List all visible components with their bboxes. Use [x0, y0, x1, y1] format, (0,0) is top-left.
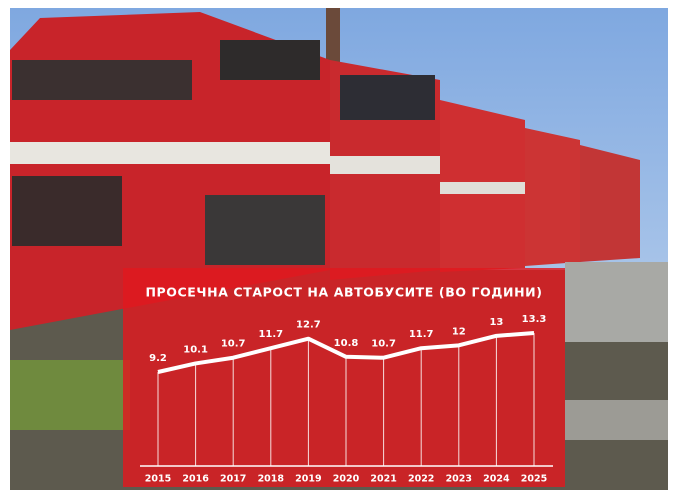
chart-title: ПРОСЕЧНА СТАРОСТ НА АВТОБУСИТЕ (ВО ГОДИН… — [145, 285, 542, 300]
x-tick-label: 2024 — [483, 474, 510, 485]
x-tick-label: 2018 — [258, 474, 285, 485]
x-tick-label: 2023 — [446, 474, 472, 485]
x-tick-label: 2022 — [408, 474, 434, 485]
value-label: 12 — [452, 326, 466, 337]
value-label: 12.7 — [296, 320, 321, 331]
data-line — [157, 331, 535, 374]
value-label: 10.8 — [334, 338, 359, 349]
value-label: 10.1 — [183, 344, 208, 355]
x-tick-label: 2021 — [370, 474, 396, 485]
value-label: 11.7 — [258, 329, 283, 340]
x-tick-label: 2017 — [220, 474, 246, 485]
value-label: 10.7 — [221, 339, 246, 350]
value-label: 10.7 — [371, 339, 396, 350]
x-tick-label: 2019 — [295, 474, 321, 485]
chart-panel — [123, 268, 565, 487]
x-tick-label: 2025 — [521, 474, 547, 485]
x-tick-label: 2020 — [333, 474, 360, 485]
value-label: 11.7 — [409, 329, 434, 340]
value-label: 13.3 — [522, 314, 547, 325]
x-tick-label: 2015 — [145, 474, 171, 485]
value-label: 13 — [489, 317, 503, 328]
plot: 9.2 2015 10.1 2016 10.7 2017 11.7 2018 12.7 2019 1… — [145, 314, 547, 485]
x-tick-label: 2016 — [182, 474, 209, 485]
value-label: 9.2 — [149, 353, 167, 364]
